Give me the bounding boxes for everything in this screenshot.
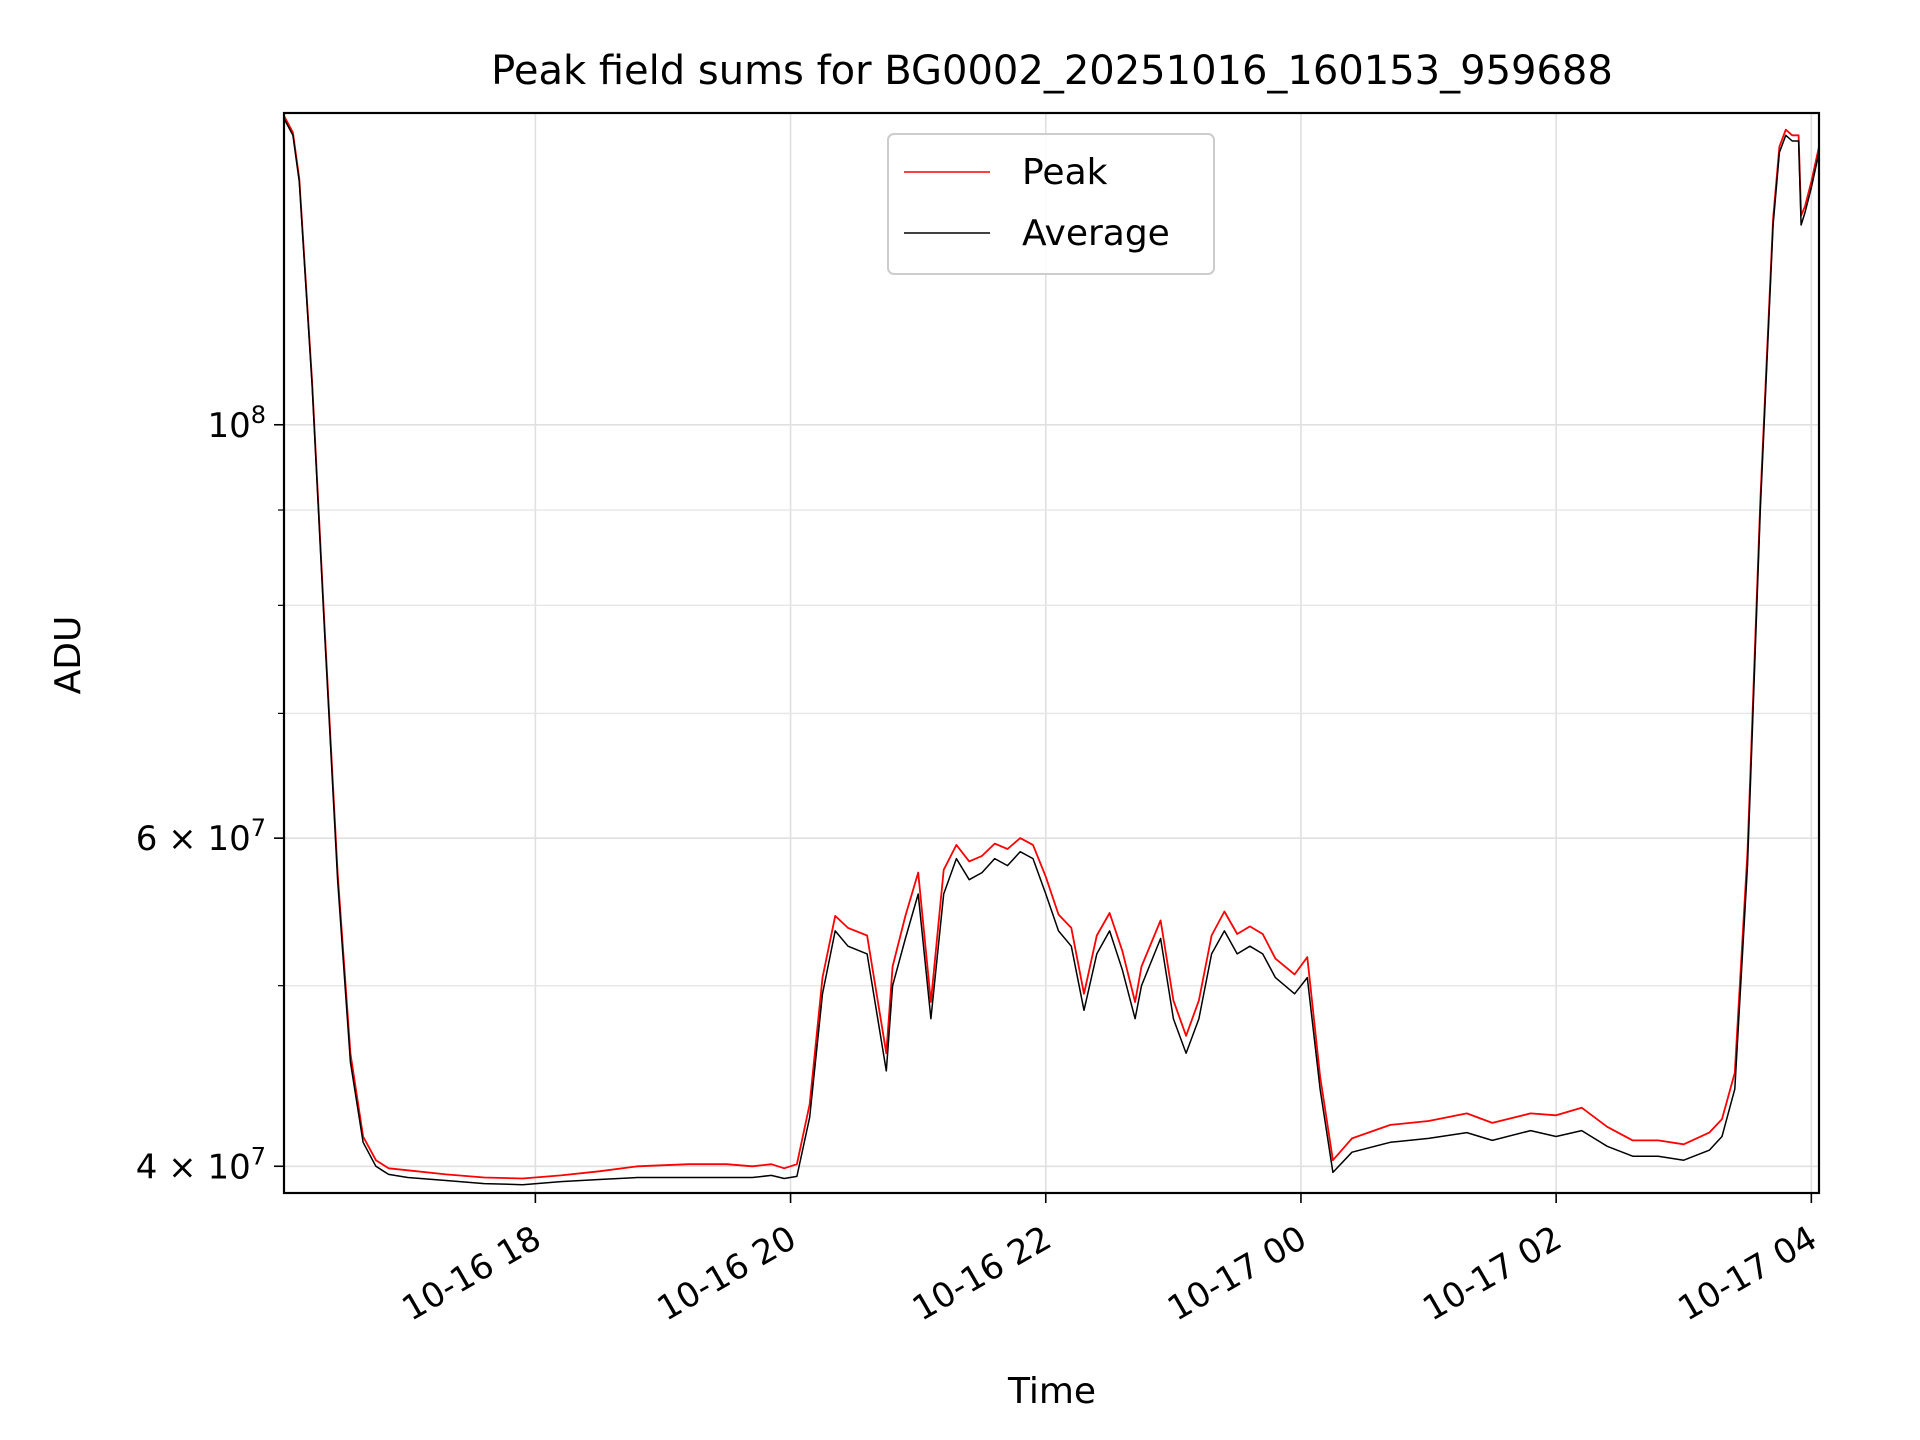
x-axis-label: Time bbox=[1007, 1371, 1096, 1412]
y-tick-label-exponent: 7 bbox=[251, 1142, 266, 1170]
plot-frame bbox=[282, 111, 1821, 1195]
y-tick-label: 108 bbox=[207, 401, 266, 446]
legend-label-average: Average bbox=[1022, 213, 1170, 254]
plot-lines bbox=[283, 115, 1820, 1186]
y-tick-label-exponent: 8 bbox=[251, 401, 266, 429]
grid bbox=[284, 113, 1819, 1193]
y-tick-label: 6 × 107 bbox=[136, 814, 266, 859]
y-tick-label-base: 6 × 10 bbox=[136, 819, 251, 859]
legend-label-peak: Peak bbox=[1022, 152, 1108, 193]
y-tick-label-base: 10 bbox=[207, 406, 250, 446]
series-line-peak bbox=[283, 115, 1820, 1180]
y-tick-label-exponent: 7 bbox=[251, 814, 266, 842]
y-tick-label: 4 × 107 bbox=[136, 1142, 266, 1187]
y-axis-label: ADU bbox=[48, 616, 89, 695]
series-line-average bbox=[283, 118, 1820, 1186]
chart-title: Peak field sums for BG0002_20251016_1601… bbox=[491, 48, 1613, 94]
legend: Peak Average bbox=[887, 133, 1215, 275]
legend-box bbox=[887, 133, 1215, 275]
y-tick-label-base: 4 × 10 bbox=[136, 1147, 251, 1187]
